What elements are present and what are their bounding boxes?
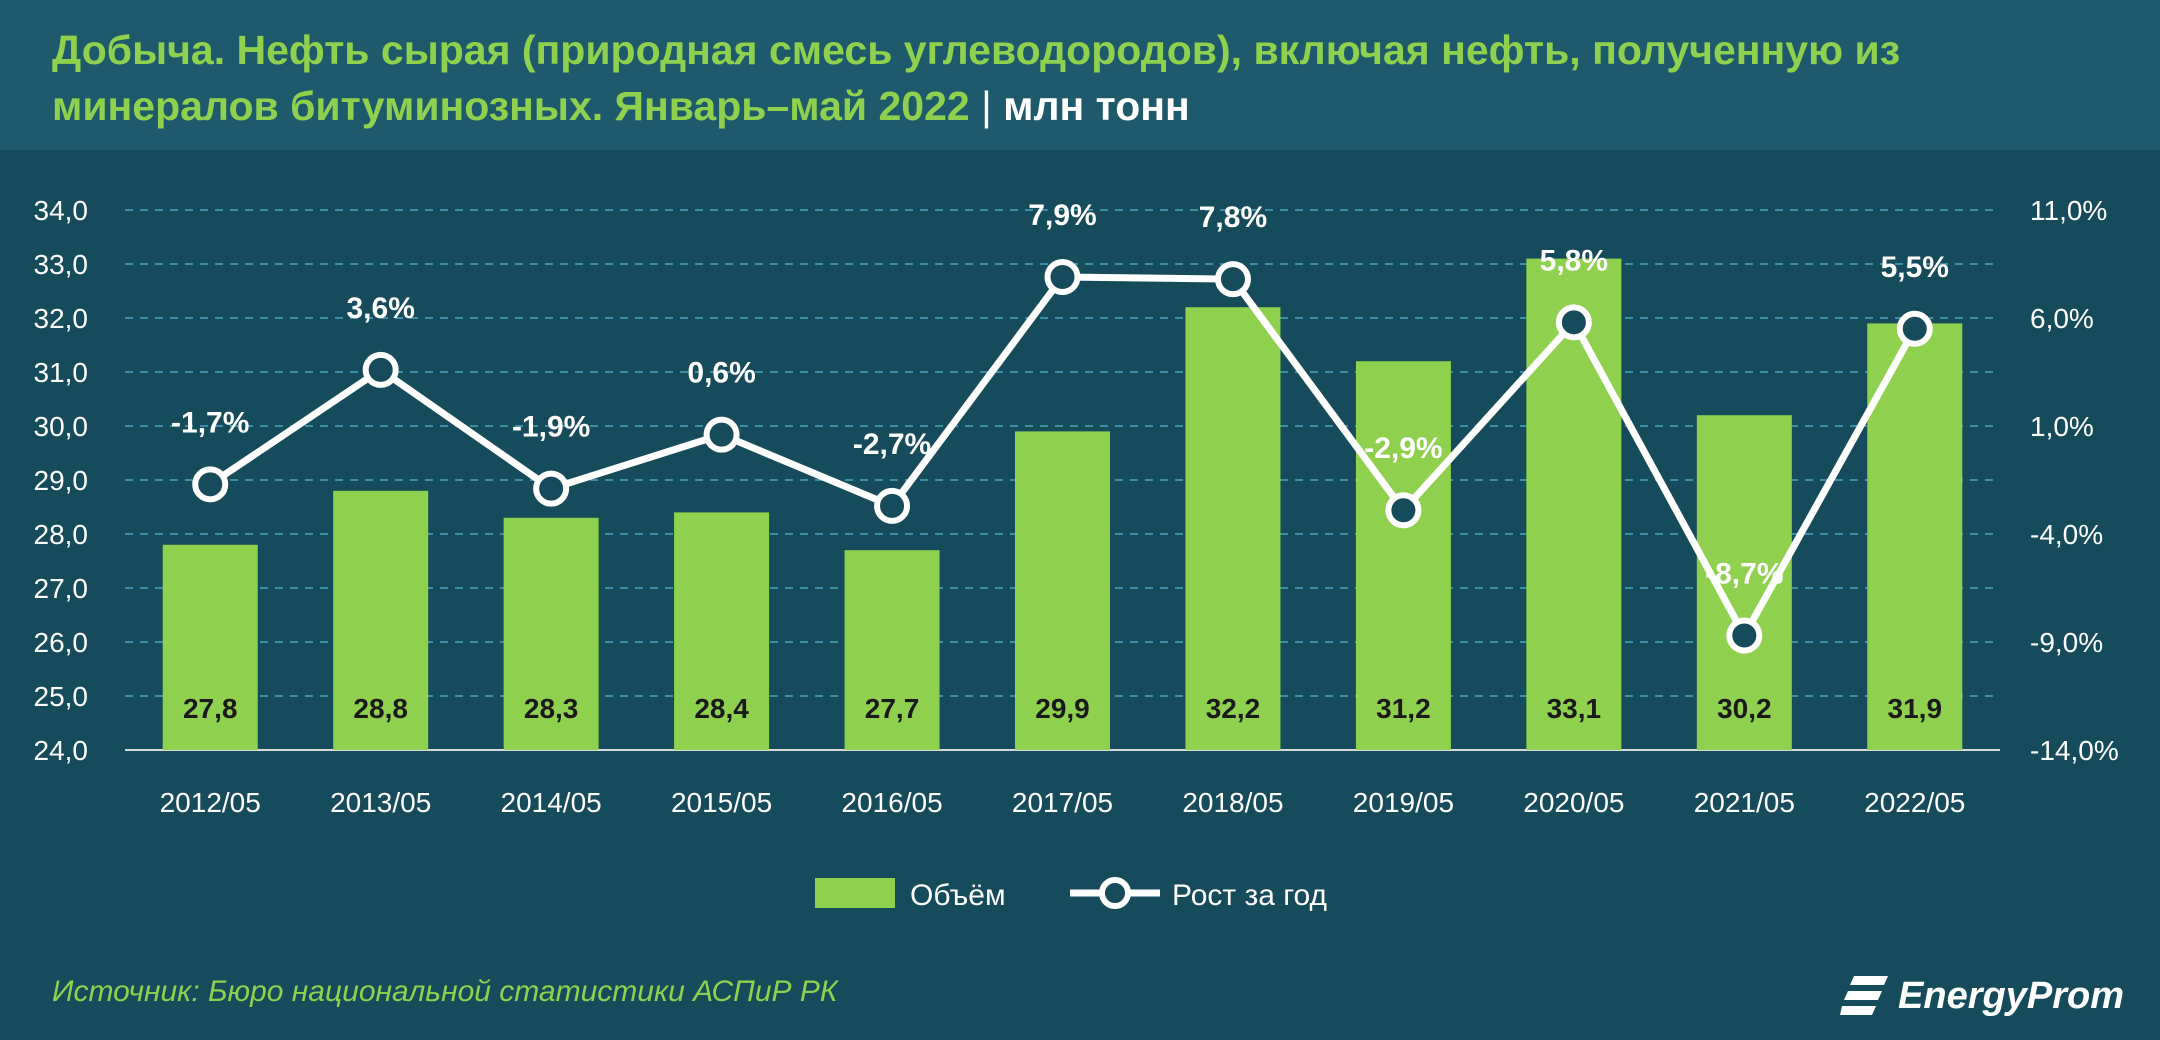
growth-value-label: -2,9% [1364,432,1442,465]
growth-marker [1896,310,1933,347]
growth-marker [1555,304,1592,341]
bar [1867,323,1963,750]
bar-value-label: 28,3 [524,693,579,724]
title-separator: | [981,83,992,129]
category-label: 2015/05 [671,787,772,818]
growth-marker [1214,261,1251,298]
right-tick-label: 1,0% [2030,411,2094,442]
category-label: 2021/05 [1694,787,1795,818]
category-label: 2014/05 [501,787,602,818]
growth-marker [703,416,740,453]
left-tick-label: 25,0 [34,681,89,712]
growth-marker [874,487,911,524]
growth-marker [1726,617,1763,654]
growth-marker [1044,258,1081,295]
left-tick-label: 34,0 [34,195,89,226]
bar-value-label: 30,2 [1717,693,1772,724]
header-band [0,0,2160,150]
chart: 24,0 25,0 26,0 27,0 28,0 29,0 30,0 31,0 32,0 33,0… [34,195,2119,912]
legend-line-label: Рост за год [1172,879,1327,912]
bar [1526,258,1622,750]
bar-value-label: 33,1 [1547,693,1602,724]
left-tick-label: 27,0 [34,573,89,604]
right-tick-label: -4,0% [2030,519,2103,550]
right-tick-label: -14,0% [2030,735,2119,766]
right-tick-label: 6,0% [2030,303,2094,334]
right-tick-label: -9,0% [2030,627,2103,658]
left-tick-label: 30,0 [34,411,89,442]
growth-value-label: -1,9% [512,411,590,444]
growth-marker [192,466,229,503]
growth-value-label: -2,7% [853,428,931,461]
bar [1355,361,1451,750]
bar-value-label: 29,9 [1035,693,1090,724]
title-text: Добыча. Нефть сырая (природная смесь угл… [52,27,1901,129]
bar [674,512,770,750]
energyprom-logo: EnergyProm [1840,966,2124,1026]
bar [844,550,940,750]
growth-marker [1385,492,1422,529]
growth-marker [362,351,399,388]
bar-value-label: 32,2 [1206,693,1261,724]
legend-bar-swatch [815,878,895,908]
chart-title: Добыча. Нефть сырая (природная смесь угл… [52,22,2112,134]
logo-text: EnergyProm [1898,974,2124,1017]
left-tick-label: 29,0 [34,465,89,496]
source-note: Источник: Бюро национальной статистики А… [52,975,838,1008]
left-tick-label: 33,0 [34,249,89,280]
right-tick-label: 11,0% [2030,195,2107,226]
bar-value-label: 27,7 [865,693,920,724]
growth-value-label: 7,9% [1028,199,1096,232]
bar [162,544,258,750]
growth-value-label: 3,6% [346,292,414,325]
growth-value-label: 5,8% [1540,244,1608,277]
category-label: 2017/05 [1012,787,1113,818]
legend-bar-label: Объём [910,879,1006,912]
category-label: 2012/05 [160,787,261,818]
logo-icon [1840,976,1889,1015]
category-label: 2013/05 [330,787,431,818]
bar-value-label: 31,9 [1888,693,1943,724]
growth-value-label: 7,8% [1199,201,1267,234]
growth-value-label: 0,6% [687,357,755,390]
category-label: 2019/05 [1353,787,1454,818]
growth-value-label: -1,7% [171,406,249,439]
category-label: 2020/05 [1523,787,1624,818]
bar [1015,431,1110,750]
growth-value-label: -8,7% [1705,558,1783,591]
growth-value-label: 5,5% [1881,251,1949,284]
growth-marker [533,470,570,507]
category-label: 2016/05 [841,787,942,818]
bar-value-label: 28,8 [353,693,408,724]
bar [503,517,599,750]
title-unit: млн тонн [1003,83,1190,129]
left-tick-label: 26,0 [34,627,89,658]
bar-value-label: 27,8 [183,693,238,724]
category-label: 2018/05 [1182,787,1283,818]
left-tick-label: 28,0 [34,519,89,550]
left-tick-label: 24,0 [34,735,89,766]
bar [1185,307,1281,750]
bar [333,490,429,750]
left-tick-label: 32,0 [34,303,89,334]
left-tick-label: 31,0 [34,357,89,388]
bar-value-label: 28,4 [694,693,749,724]
bar-value-label: 31,2 [1376,693,1431,724]
category-label: 2022/05 [1864,787,1965,818]
legend-line-marker [1099,877,1131,909]
